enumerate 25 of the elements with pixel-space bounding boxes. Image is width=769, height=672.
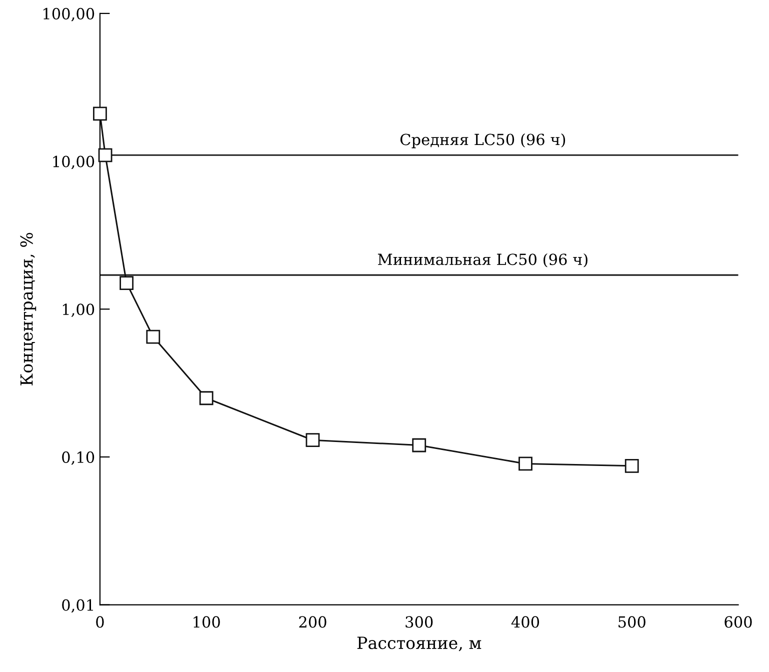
y-tick-label: 0,01 xyxy=(62,599,93,613)
y-tick-label: 100,00 xyxy=(44,8,94,22)
x-tick-label: 100 xyxy=(194,616,220,628)
x-tick-label: 400 xyxy=(511,616,540,628)
ref-line-label: Минимальная LC50 (96 ч) xyxy=(378,253,588,268)
point xyxy=(146,330,160,344)
x-axis-title: Расстояние, м xyxy=(357,636,482,652)
point xyxy=(93,106,107,121)
y-tick-label: 10,00 xyxy=(53,156,94,170)
x-tick-label: 600 xyxy=(724,616,752,628)
point xyxy=(306,433,320,448)
point xyxy=(624,458,639,473)
point xyxy=(98,148,112,162)
point xyxy=(120,276,134,290)
y-tick-label: 0,10 xyxy=(62,451,94,465)
y-axis-title: Концентрация, % xyxy=(20,232,36,386)
x-tick-label: 200 xyxy=(299,616,326,628)
x-tick-label: 300 xyxy=(406,616,433,628)
point xyxy=(518,456,532,471)
x-tick-label: 500 xyxy=(618,616,646,628)
point xyxy=(412,438,426,452)
x-tick-label: 0 xyxy=(96,616,104,628)
ref-line-label: Средняя LC50 (96 ч) xyxy=(400,133,566,148)
point xyxy=(199,391,214,406)
y-tick-label: 1,00 xyxy=(62,304,94,318)
